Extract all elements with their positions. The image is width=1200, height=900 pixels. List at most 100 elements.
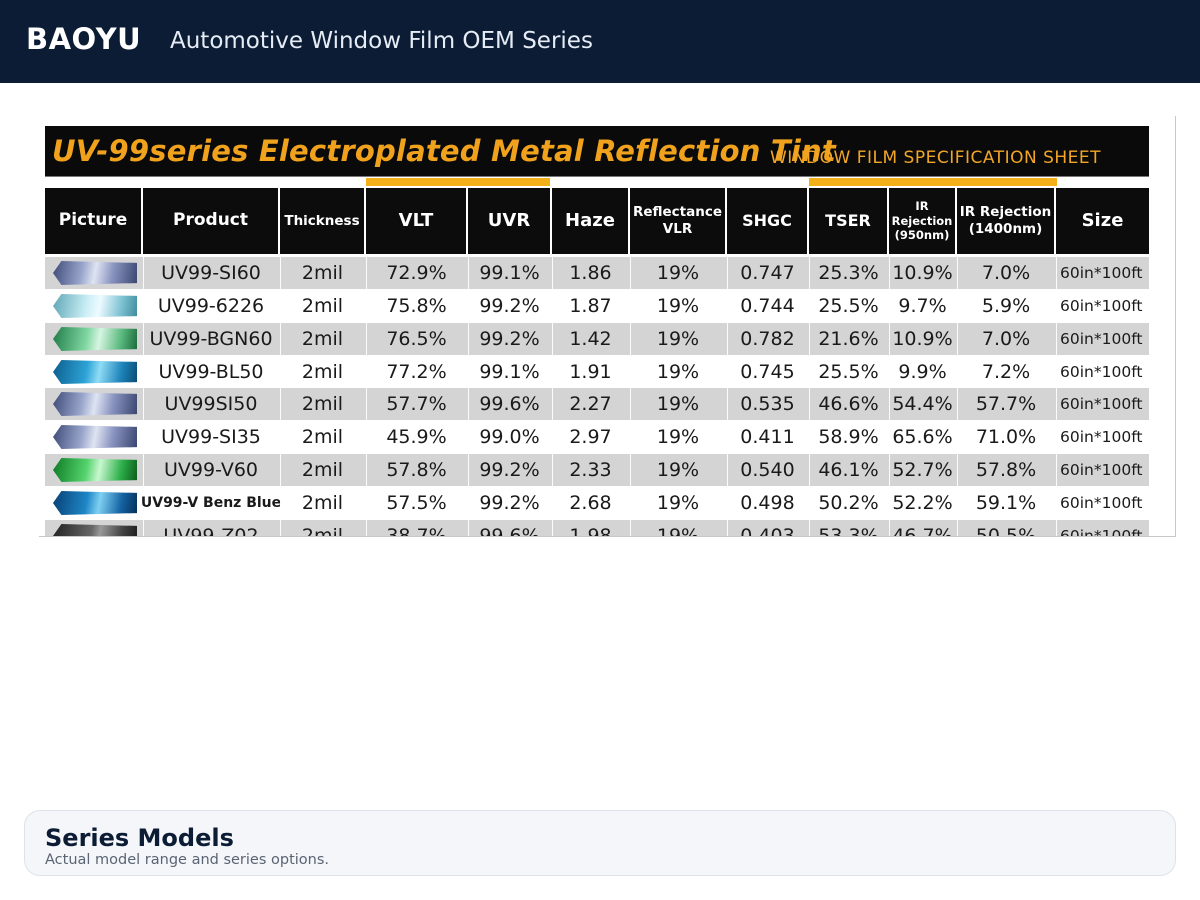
cell-vlr: 19% xyxy=(630,388,725,420)
cell-vlr: 19% xyxy=(630,421,725,453)
cell-size: 60in*100ft xyxy=(1056,520,1149,536)
film-swatch-image xyxy=(53,524,137,536)
cell-vlt: 57.5% xyxy=(366,487,466,519)
cell-ir950: 52.7% xyxy=(889,454,955,486)
film-picture-cell xyxy=(45,421,141,453)
table-row: UV99SI50 2mil 57.7% 99.6% 2.27 19% 0.535 46.6% 5… xyxy=(45,388,1149,420)
cell-tser: 21.6% xyxy=(809,323,887,355)
col-product-header: Product xyxy=(143,188,278,254)
cell-haze: 1.87 xyxy=(552,290,628,322)
table-row: UV99-V60 2mil 57.8% 99.2% 2.33 19% 0.540 46.1% 5… xyxy=(45,454,1149,486)
cell-ir950: 65.6% xyxy=(889,421,955,453)
cell-ir950: 9.9% xyxy=(889,356,955,388)
cell-shgc: 0.498 xyxy=(727,487,807,519)
film-picture-cell xyxy=(45,323,141,355)
top-bar: BAOYU Automotive Window Film OEM Series xyxy=(0,0,1200,83)
film-swatch-image xyxy=(53,458,137,482)
table-row: UV99-SI35 2mil 45.9% 99.0% 2.97 19% 0.411 58.9%… xyxy=(45,421,1149,453)
cell-thickness: 2mil xyxy=(280,421,364,453)
cell-product: UV99-V60 xyxy=(143,454,278,486)
cell-thickness: 2mil xyxy=(280,388,364,420)
cell-product: UV99-BL50 xyxy=(143,356,278,388)
cell-thickness: 2mil xyxy=(280,520,364,536)
table-row: UV99-6226 2mil 75.8% 99.2% 1.87 19% 0.744 25.5%… xyxy=(45,290,1149,322)
series-models-title: Series Models xyxy=(45,824,234,852)
col-ir950-header: IR Rejection (950nm) xyxy=(889,188,955,254)
film-swatch-image xyxy=(53,360,137,384)
cell-uvr: 99.0% xyxy=(468,421,550,453)
table-row: UV99-BGN60 2mil 76.5% 99.2% 1.42 19% 0.782 21.6… xyxy=(45,323,1149,355)
cell-tser: 46.6% xyxy=(809,388,887,420)
col-haze-header: Haze xyxy=(552,188,628,254)
cell-size: 60in*100ft xyxy=(1056,421,1149,453)
cell-uvr: 99.2% xyxy=(468,487,550,519)
film-picture-cell xyxy=(45,454,141,486)
cell-size: 60in*100ft xyxy=(1056,323,1149,355)
cell-vlt: 38.7% xyxy=(366,520,466,536)
table-row: UV99-Z02 2mil 38.7% 99.6% 1.98 19% 0.403 53.3% 4… xyxy=(45,520,1149,536)
col-ir1400-header: IR Rejection (1400nm) xyxy=(957,188,1054,254)
cell-haze: 1.91 xyxy=(552,356,628,388)
cell-shgc: 0.744 xyxy=(727,290,807,322)
cell-ir1400: 59.1% xyxy=(957,487,1054,519)
cell-ir950: 10.9% xyxy=(889,257,955,289)
cell-size: 60in*100ft xyxy=(1056,290,1149,322)
cell-vlr: 19% xyxy=(630,454,725,486)
col-shgc-header: SHGC xyxy=(727,188,807,254)
cell-ir1400: 7.2% xyxy=(957,356,1054,388)
series-models-card: Series Models Actual model range and ser… xyxy=(24,810,1176,876)
cell-size: 60in*100ft xyxy=(1056,454,1149,486)
cell-vlt: 77.2% xyxy=(366,356,466,388)
cell-vlr: 19% xyxy=(630,520,725,536)
col-picture-header: Picture xyxy=(45,188,141,254)
cell-thickness: 2mil xyxy=(280,356,364,388)
film-picture-cell xyxy=(45,520,141,536)
cell-thickness: 2mil xyxy=(280,257,364,289)
cell-vlt: 45.9% xyxy=(366,421,466,453)
cell-vlr: 19% xyxy=(630,257,725,289)
col-vlr-header: Reflectance VLR xyxy=(630,188,725,254)
film-picture-cell xyxy=(45,487,141,519)
cell-haze: 2.27 xyxy=(552,388,628,420)
cell-product: UV99-V Benz Blue xyxy=(141,487,281,519)
cell-ir1400: 50.5% xyxy=(957,520,1054,536)
cell-ir1400: 7.0% xyxy=(957,323,1054,355)
cell-tser: 46.1% xyxy=(809,454,887,486)
cell-uvr: 99.6% xyxy=(468,520,550,536)
table-row: UV99-BL50 2mil 77.2% 99.1% 1.91 19% 0.745 25.5%… xyxy=(45,356,1149,388)
spec-sheet-title: UV-99series Electroplated Metal Reflecti… xyxy=(52,134,836,168)
cell-thickness: 2mil xyxy=(280,323,364,355)
accent-bar xyxy=(366,178,550,186)
cell-uvr: 99.1% xyxy=(468,257,550,289)
cell-uvr: 99.2% xyxy=(468,290,550,322)
cell-thickness: 2mil xyxy=(280,290,364,322)
cell-size: 60in*100ft xyxy=(1056,257,1149,289)
spec-sheet-subtitle: WINDOW FILM SPECIFICATION SHEET xyxy=(770,148,1102,168)
cell-size: 60in*100ft xyxy=(1056,388,1149,420)
film-swatch-image xyxy=(53,491,137,515)
film-picture-cell xyxy=(45,356,141,388)
cell-tser: 58.9% xyxy=(809,421,887,453)
cell-tser: 25.3% xyxy=(809,257,887,289)
film-swatch-image xyxy=(53,392,137,416)
col-tser-header: TSER xyxy=(809,188,887,254)
cell-shgc: 0.535 xyxy=(727,388,807,420)
film-picture-cell xyxy=(45,290,141,322)
cell-ir1400: 7.0% xyxy=(957,257,1054,289)
film-swatch-image xyxy=(53,327,137,351)
cell-size: 60in*100ft xyxy=(1056,487,1149,519)
col-vlt-header: VLT xyxy=(366,188,466,254)
cell-product: UV99-BGN60 xyxy=(143,323,278,355)
cell-uvr: 99.1% xyxy=(468,356,550,388)
spec-sheet: UV-99series Electroplated Metal Reflecti… xyxy=(45,126,1149,536)
cell-vlt: 72.9% xyxy=(366,257,466,289)
film-swatch-image xyxy=(53,261,137,285)
cell-uvr: 99.6% xyxy=(468,388,550,420)
cell-ir950: 52.2% xyxy=(889,487,955,519)
cell-ir1400: 5.9% xyxy=(957,290,1054,322)
film-swatch-image xyxy=(53,425,137,449)
cell-haze: 2.68 xyxy=(552,487,628,519)
brand-logo[interactable]: BAOYU xyxy=(26,22,142,56)
page-title: Automotive Window Film OEM Series xyxy=(170,28,593,54)
cell-tser: 53.3% xyxy=(809,520,887,536)
